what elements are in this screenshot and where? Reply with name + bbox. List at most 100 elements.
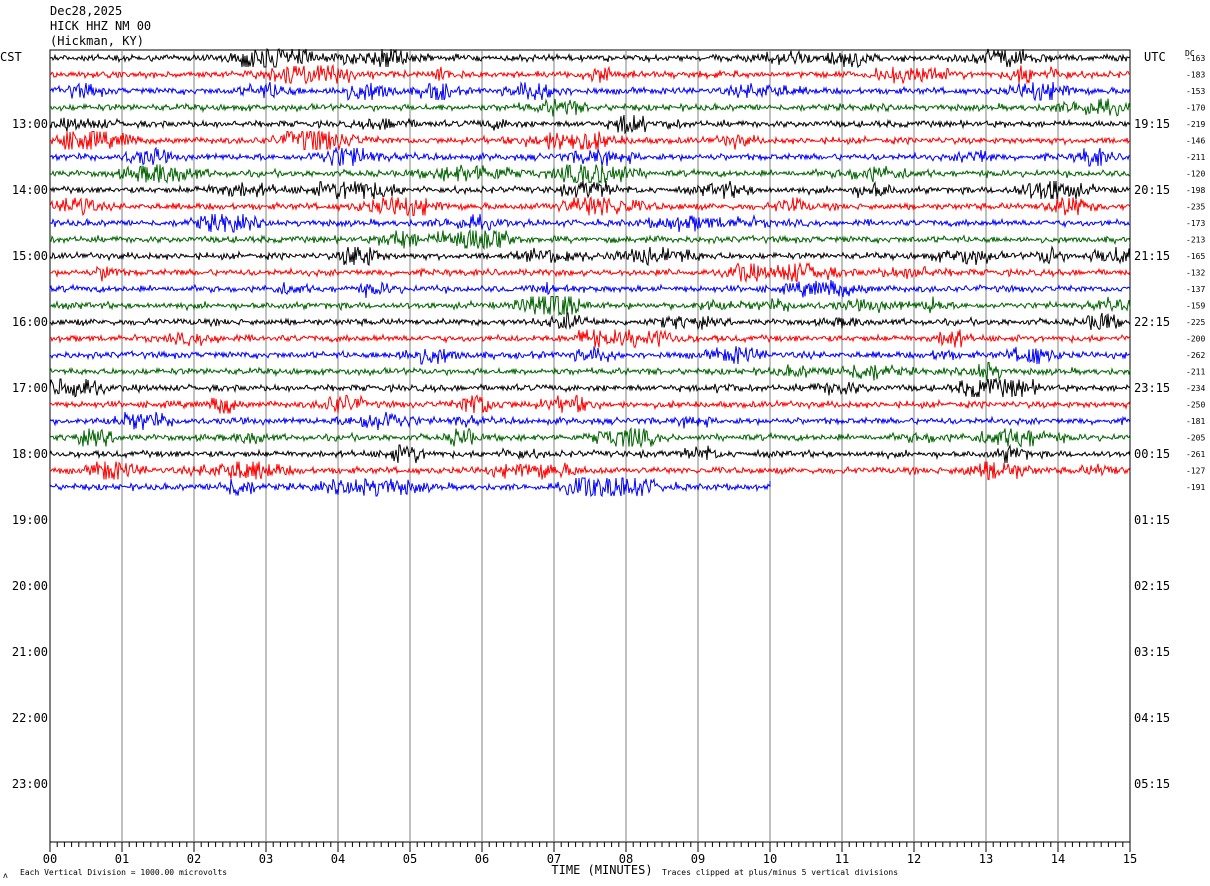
- dc-offset-label: -127: [1186, 467, 1205, 476]
- dc-offset-label: -205: [1186, 434, 1205, 443]
- x-axis-label: TIME (MINUTES): [551, 863, 652, 877]
- station-label: HICK HHZ NM 00: [50, 19, 152, 33]
- seismic-trace: [49, 81, 1131, 102]
- dc-offset-label: -120: [1186, 170, 1205, 179]
- right-timezone-label: UTC: [1144, 50, 1166, 64]
- x-tick-label: 10: [763, 852, 777, 866]
- x-tick-label: 11: [835, 852, 849, 866]
- seismic-trace: [49, 477, 771, 498]
- dc-offset-label: -219: [1186, 120, 1205, 129]
- seismic-trace: [49, 411, 1131, 431]
- seismic-trace: [49, 130, 1131, 151]
- seismic-trace: [49, 443, 1131, 464]
- x-tick-label: 07: [547, 852, 561, 866]
- seismic-trace: [49, 461, 1131, 481]
- seismic-trace: [49, 228, 1131, 251]
- dc-offset-label: -262: [1186, 351, 1205, 360]
- dc-offset-label: -137: [1186, 285, 1205, 294]
- dc-offset-label: -225: [1186, 318, 1205, 327]
- hour-label-utc: 19:15: [1134, 117, 1170, 131]
- seismic-trace: [49, 345, 1131, 365]
- hour-label-cst: 22:00: [12, 711, 48, 725]
- dc-offset-label: -146: [1186, 137, 1205, 146]
- dc-offset-label: -165: [1186, 252, 1205, 261]
- dc-offset-label: -234: [1186, 384, 1205, 393]
- dc-offset-label: -235: [1186, 203, 1205, 212]
- hour-label-cst: 13:00: [12, 117, 48, 131]
- seismic-trace: [49, 98, 1131, 117]
- hour-label-cst: 18:00: [12, 447, 48, 461]
- corner-mark: ʌ: [3, 871, 8, 880]
- left-timezone-label: CST: [0, 50, 22, 64]
- x-tick-label: 13: [979, 852, 993, 866]
- dc-offset-label: -173: [1186, 219, 1205, 228]
- dc-offset-label: -200: [1186, 335, 1205, 344]
- hour-label-utc: 01:15: [1134, 513, 1170, 527]
- seismic-trace: [49, 329, 1131, 349]
- seismic-trace: [49, 426, 1131, 449]
- dc-offset-label: -211: [1186, 153, 1205, 162]
- dc-offset-label: -170: [1186, 104, 1205, 113]
- hour-label-cst: 20:00: [12, 579, 48, 593]
- seismic-trace: [49, 394, 1131, 414]
- x-tick-label: 03: [259, 852, 273, 866]
- seismic-trace: [49, 296, 1131, 317]
- dc-offset-label: -250: [1186, 401, 1205, 410]
- x-tick-label: 00: [43, 852, 57, 866]
- hour-label-utc: 20:15: [1134, 183, 1170, 197]
- clip-note: Traces clipped at plus/minus 5 vertical …: [662, 868, 899, 877]
- seismic-trace: [49, 362, 1131, 381]
- seismic-trace: [50, 213, 1131, 233]
- seismic-trace: [49, 63, 1131, 85]
- seismic-trace: [49, 312, 1131, 331]
- seismic-trace: [49, 279, 1131, 298]
- x-tick-label: 01: [115, 852, 129, 866]
- seismic-trace: [49, 114, 1131, 135]
- x-tick-label: 09: [691, 852, 705, 866]
- dc-offset-label: -181: [1186, 417, 1205, 426]
- hour-label-cst: 23:00: [12, 777, 48, 791]
- x-tick-label: 02: [187, 852, 201, 866]
- hour-label-utc: 03:15: [1134, 645, 1170, 659]
- hour-label-utc: 23:15: [1134, 381, 1170, 395]
- hour-label-cst: 14:00: [12, 183, 48, 197]
- hour-label-utc: 21:15: [1134, 249, 1170, 263]
- seismic-trace: [49, 164, 1131, 185]
- dc-header-label: DC: [1185, 49, 1195, 58]
- x-tick-label: 15: [1123, 852, 1137, 866]
- seismic-trace: [49, 146, 1131, 167]
- scale-note: Each Vertical Division = 1000.00 microvo…: [20, 868, 228, 877]
- hour-label-cst: 15:00: [12, 249, 48, 263]
- dc-offset-label: -261: [1186, 450, 1205, 459]
- date-label: Dec28,2025: [50, 4, 123, 18]
- hour-label-cst: 16:00: [12, 315, 48, 329]
- hour-label-utc: 02:15: [1134, 579, 1170, 593]
- x-tick-label: 04: [331, 852, 345, 866]
- dc-offset-label: -213: [1186, 236, 1205, 245]
- seismic-trace: [49, 195, 1131, 217]
- dc-offset-label: -198: [1186, 186, 1205, 195]
- hour-label-utc: 00:15: [1134, 447, 1170, 461]
- dc-offset-label: -183: [1186, 71, 1205, 80]
- hour-label-cst: 21:00: [12, 645, 48, 659]
- seismic-trace: [49, 377, 1131, 398]
- dc-offset-label: -211: [1186, 368, 1205, 377]
- dc-offset-label: -153: [1186, 87, 1205, 96]
- hour-label-utc: 22:15: [1134, 315, 1170, 329]
- hour-label-utc: 05:15: [1134, 777, 1170, 791]
- seismic-trace: [49, 261, 1131, 284]
- plot-frame: [49, 49, 1131, 843]
- x-tick-label: 14: [1051, 852, 1065, 866]
- dc-offset-label: -191: [1186, 483, 1205, 492]
- hour-label-cst: 19:00: [12, 513, 48, 527]
- dc-offset-label: -132: [1186, 269, 1205, 278]
- seismic-trace: [49, 48, 1131, 69]
- x-tick-label: 05: [403, 852, 417, 866]
- location-label: (Hickman, KY): [50, 34, 144, 48]
- seismic-trace: [49, 180, 1131, 200]
- hour-label-utc: 04:15: [1134, 711, 1170, 725]
- x-tick-label: 06: [475, 852, 489, 866]
- x-tick-label: 12: [907, 852, 921, 866]
- x-tick-label: 08: [619, 852, 633, 866]
